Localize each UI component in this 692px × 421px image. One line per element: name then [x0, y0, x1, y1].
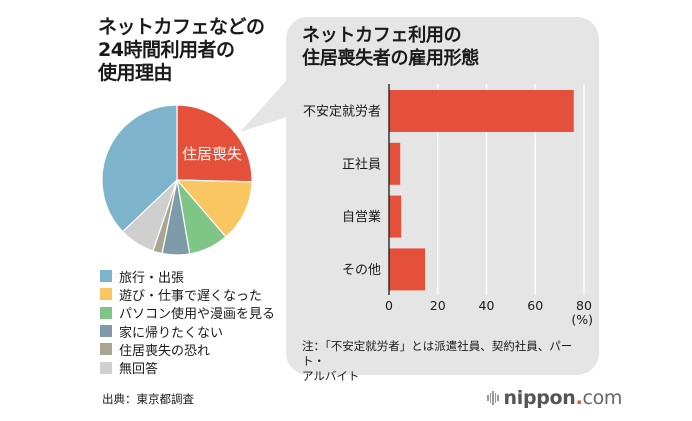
bar-chart-title: ネットカフェ利用の 住居喪失者の雇用形態	[302, 24, 479, 70]
legend-label: 家に帰りたくない	[119, 325, 224, 341]
pie-legend: 旅行・出張 遊び・仕事で遅くなった パソコン使用や漫画を見る 家に帰りたくない …	[100, 267, 275, 377]
callout-triangle	[240, 80, 287, 132]
legend-swatch	[100, 343, 112, 356]
bar-title-line: 住居喪失者の雇用形態	[302, 48, 479, 69]
pie-slice	[175, 179, 253, 238]
category-label: 不安定就労者	[303, 105, 381, 120]
pie-title-line: 24時間利用者の	[98, 39, 235, 61]
sound-bars-icon	[487, 391, 500, 405]
legend-item: 無回答	[100, 358, 275, 378]
legend-swatch	[100, 361, 112, 374]
pie-title-line: ネットカフェなどの	[98, 16, 265, 38]
legend-label: 無回答	[119, 362, 159, 378]
x-tick-label: 20	[430, 298, 446, 313]
x-axis-unit-label: (%)	[571, 312, 593, 327]
note-line: 注：「不安定就労者」とは派遣社員、契約社員、パート・	[302, 339, 573, 368]
source-credit: 出典：東京都調査	[102, 392, 194, 406]
pie-slice	[176, 104, 253, 183]
note-line: アルバイト	[302, 369, 360, 383]
legend-swatch	[100, 288, 112, 301]
x-tick-label: 80	[576, 298, 592, 313]
x-tick-label: 60	[527, 298, 543, 313]
legend-swatch	[100, 325, 112, 338]
pie-chart-title: ネットカフェなどの 24時間利用者の 使用理由	[98, 16, 298, 85]
legend-label: 旅行・出張	[119, 270, 185, 286]
legend-swatch	[100, 306, 112, 319]
x-tick-label: 0	[385, 298, 393, 313]
bar	[389, 248, 426, 291]
legend-item: 遊び・仕事で遅くなった	[100, 285, 275, 304]
pie-inner-label: 住居喪失	[182, 145, 242, 163]
legend-item: パソコン使用や漫画を見る	[100, 304, 275, 322]
legend-item: 旅行・出張	[100, 267, 275, 286]
bar	[389, 142, 401, 185]
category-label: 自営業	[342, 209, 381, 225]
bar	[389, 195, 402, 238]
legend-item: 住居喪失の恐れ	[100, 340, 275, 359]
brand-tld: com	[582, 387, 623, 409]
legend-swatch	[100, 270, 112, 283]
category-label: 正社員	[342, 156, 381, 172]
x-tick-label: 40	[479, 298, 495, 313]
brand-dot: .	[575, 387, 583, 409]
legend-label: 住居喪失の恐れ	[119, 343, 211, 359]
bar	[389, 90, 574, 132]
bar-chart-panel	[286, 17, 599, 375]
legend-label: 遊び・仕事で遅くなった	[119, 288, 263, 304]
bar-title-line: ネットカフェ利用の	[302, 25, 462, 46]
pie-title-line: 使用理由	[98, 62, 173, 84]
brand-logo: nippon. com	[487, 387, 622, 409]
chart-note: 注：「不安定就労者」とは派遣社員、契約社員、パート・ アルバイト	[302, 339, 592, 384]
brand-name: nippon	[503, 387, 576, 409]
legend-label: パソコン使用や漫画を見る	[119, 307, 276, 323]
category-label: その他	[342, 263, 381, 278]
pie-slice	[101, 104, 178, 233]
legend-item: 家に帰りたくない	[100, 322, 275, 341]
